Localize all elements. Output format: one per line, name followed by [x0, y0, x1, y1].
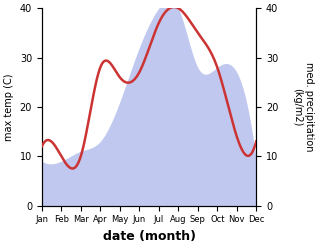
Y-axis label: med. precipitation
(kg/m2): med. precipitation (kg/m2) — [292, 62, 314, 152]
X-axis label: date (month): date (month) — [102, 230, 196, 243]
Y-axis label: max temp (C): max temp (C) — [4, 73, 14, 141]
